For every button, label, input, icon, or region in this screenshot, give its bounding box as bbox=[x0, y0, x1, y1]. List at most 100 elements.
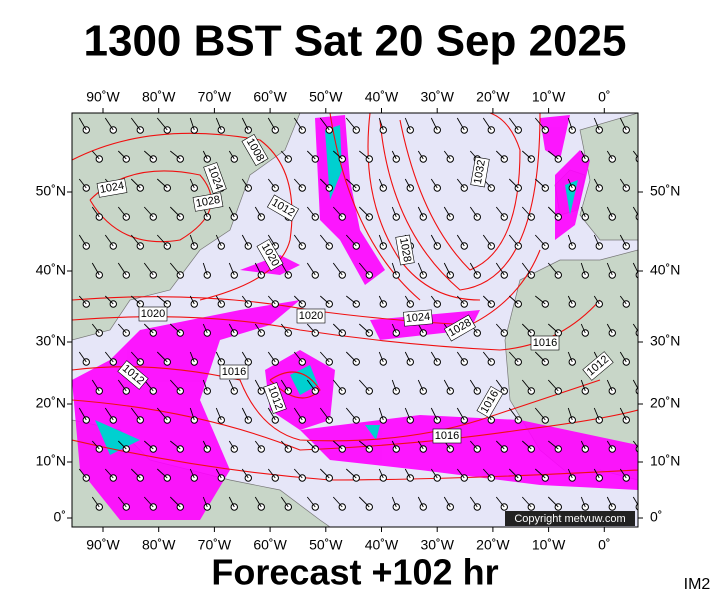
wind-barb bbox=[78, 234, 87, 247]
wind-barb bbox=[593, 178, 600, 189]
isobar-label-box bbox=[117, 360, 149, 390]
wind-barb bbox=[632, 323, 638, 332]
lon-tick-label: 60˚W bbox=[253, 537, 287, 553]
wind-barb bbox=[469, 262, 478, 276]
wind-barb bbox=[456, 407, 465, 421]
wind-barb bbox=[156, 117, 168, 131]
isobar-label: 1016 bbox=[530, 335, 560, 351]
wind-barb bbox=[443, 496, 451, 508]
isobar-label-box bbox=[192, 192, 224, 212]
wind-barb bbox=[202, 323, 208, 334]
wind-barb bbox=[508, 117, 519, 131]
wind-barb bbox=[391, 262, 397, 276]
wind-barb bbox=[202, 440, 208, 450]
wind-barb bbox=[567, 468, 573, 479]
wind-barb bbox=[319, 407, 330, 421]
wind-barb bbox=[632, 440, 638, 449]
station-plots bbox=[78, 117, 638, 511]
wind-barb bbox=[547, 440, 559, 450]
wind-barb bbox=[254, 206, 262, 218]
title: 1300 BST Sat 20 Sep 2025 bbox=[84, 17, 627, 66]
wind-barb bbox=[306, 440, 316, 450]
wind-barb bbox=[404, 407, 411, 421]
isobar-label-box bbox=[582, 351, 614, 381]
wind-barb bbox=[593, 407, 600, 421]
wind-barb bbox=[378, 295, 384, 305]
lat-tick-label: 30˚N bbox=[36, 333, 66, 349]
lat-tick-label: 40˚N bbox=[650, 262, 680, 278]
wind-barb bbox=[130, 117, 141, 131]
wind-barb bbox=[358, 323, 370, 334]
wind-barb bbox=[143, 150, 154, 160]
wind-barb bbox=[593, 117, 600, 131]
wind-barb bbox=[469, 379, 478, 392]
isobar-label-box bbox=[403, 309, 433, 327]
wind-barb bbox=[358, 150, 370, 160]
lat-tick-label: 20˚N bbox=[650, 395, 680, 411]
isobar-label-box bbox=[443, 314, 477, 342]
wind-barb bbox=[606, 323, 613, 334]
wind-barb bbox=[254, 379, 262, 392]
lon-tick-label: 80˚W bbox=[142, 89, 176, 105]
wind-barb bbox=[228, 206, 235, 218]
wind-barb bbox=[293, 407, 303, 421]
wind-barb bbox=[547, 496, 559, 508]
wind-barb bbox=[104, 234, 114, 247]
wind-barb bbox=[143, 323, 154, 334]
wind-barb bbox=[404, 295, 411, 305]
wind-barb bbox=[632, 379, 638, 390]
wind-barb bbox=[293, 468, 303, 479]
wind-barb bbox=[345, 351, 357, 363]
wind-barb bbox=[91, 150, 100, 160]
wind-barb bbox=[456, 295, 465, 305]
wind-barb bbox=[358, 262, 370, 276]
wind-barb bbox=[495, 440, 505, 450]
wind-barb bbox=[378, 468, 384, 479]
wind-barb bbox=[189, 468, 195, 479]
wind-barb bbox=[189, 295, 195, 305]
wind-barb bbox=[254, 323, 262, 334]
wind-barb bbox=[593, 234, 600, 247]
wind-barb bbox=[619, 295, 627, 305]
wind-barb bbox=[241, 295, 249, 305]
wind-barb bbox=[619, 407, 627, 421]
wind-barb bbox=[508, 295, 519, 305]
lat-tick-label: 0˚ bbox=[650, 509, 662, 525]
wind-barb bbox=[78, 117, 87, 131]
wind-barb bbox=[293, 178, 303, 189]
lon-tick-label: 30˚W bbox=[420, 89, 454, 105]
wind-barb bbox=[358, 206, 370, 218]
wind-barb bbox=[78, 468, 87, 479]
wind-barb bbox=[606, 379, 613, 392]
isobar-label: 1028 bbox=[395, 234, 415, 266]
wind-barb bbox=[345, 295, 357, 305]
wind-barb bbox=[202, 379, 208, 392]
wind-barb bbox=[202, 150, 208, 160]
isobar-label-box bbox=[470, 156, 490, 188]
wind-barb bbox=[580, 496, 586, 508]
lat-tick-label: 40˚N bbox=[36, 262, 66, 278]
wind-barb bbox=[228, 440, 235, 450]
isobar-label: 1028 bbox=[192, 192, 224, 212]
isobar-label-text: 1020 bbox=[299, 310, 323, 322]
wind-barb bbox=[508, 234, 519, 247]
isobar-label: 1016 bbox=[219, 364, 249, 380]
wind-barb bbox=[78, 407, 87, 421]
wind-barb bbox=[280, 496, 289, 508]
wind-barb bbox=[430, 117, 438, 131]
wind-barb bbox=[495, 323, 505, 334]
wind-barb bbox=[306, 150, 316, 160]
wind-barb bbox=[391, 150, 397, 160]
wind-barb bbox=[567, 234, 573, 247]
isobar-label: 1020 bbox=[138, 306, 168, 322]
isobar-label-box bbox=[256, 238, 284, 272]
wind-barb bbox=[391, 379, 397, 392]
lon-tick-label: 10˚W bbox=[532, 89, 566, 105]
lon-tick-label: 70˚W bbox=[198, 537, 232, 553]
wind-barb bbox=[567, 351, 573, 363]
wind-barb bbox=[228, 379, 235, 392]
wind-barb bbox=[606, 206, 613, 218]
wind-barb bbox=[417, 496, 424, 508]
isobar-label-box bbox=[203, 162, 227, 194]
